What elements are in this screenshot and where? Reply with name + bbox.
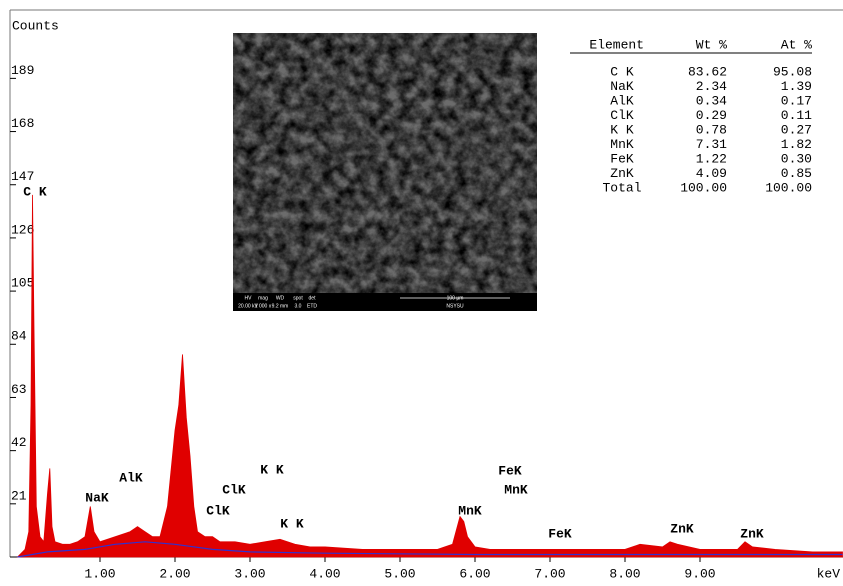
table-cell: 95.08 bbox=[773, 64, 812, 79]
x-tick-label: 5.00 bbox=[384, 566, 415, 581]
peak-label: FeK bbox=[548, 526, 572, 541]
table-cell: C K bbox=[610, 64, 634, 79]
y-tick-label: 147 bbox=[11, 169, 34, 184]
x-axis-label: keV bbox=[817, 566, 841, 581]
scale-label: 100 µm bbox=[447, 295, 464, 301]
table-cell: NaK bbox=[610, 79, 634, 94]
table-cell: 2.34 bbox=[696, 79, 727, 94]
x-tick-label: 3.00 bbox=[234, 566, 265, 581]
x-tick-label: 9.00 bbox=[684, 566, 715, 581]
y-tick-label: 21 bbox=[11, 488, 27, 503]
peak-label: ZnK bbox=[670, 521, 694, 536]
table-cell: MnK bbox=[610, 137, 634, 152]
info-label: WD bbox=[276, 295, 285, 301]
peak-label: ClK bbox=[222, 482, 246, 497]
peak-label: ZnK bbox=[740, 526, 764, 541]
table-cell: 100.00 bbox=[765, 180, 812, 195]
x-tick-label: 7.00 bbox=[534, 566, 565, 581]
table-cell: 0.34 bbox=[696, 93, 727, 108]
peak-label: MnK bbox=[504, 482, 528, 497]
org-label: NSYSU bbox=[446, 303, 464, 309]
table-cell: ClK bbox=[610, 108, 634, 123]
peak-label: C K bbox=[23, 184, 47, 199]
x-tick-label: 1.00 bbox=[84, 566, 115, 581]
y-tick-label: 126 bbox=[11, 222, 34, 237]
x-tick-label: 4.00 bbox=[309, 566, 340, 581]
peak-label: FeK bbox=[498, 463, 522, 478]
info-value: 1 000 x bbox=[255, 303, 272, 309]
table-cell: ZnK bbox=[610, 166, 634, 181]
table-cell: 0.30 bbox=[781, 151, 812, 166]
y-axis-label: Counts bbox=[12, 18, 59, 33]
image-texture bbox=[233, 33, 537, 311]
x-tick-label: 6.00 bbox=[459, 566, 490, 581]
y-tick-label: 189 bbox=[11, 63, 34, 78]
y-tick-label: 84 bbox=[11, 329, 27, 344]
info-label: det bbox=[309, 295, 317, 301]
y-tick-label: 63 bbox=[11, 382, 27, 397]
table-cell: 0.78 bbox=[696, 122, 727, 137]
x-tick-label: 8.00 bbox=[609, 566, 640, 581]
table-cell: 1.82 bbox=[781, 137, 812, 152]
table-cell: 83.62 bbox=[688, 64, 727, 79]
y-tick-label: 105 bbox=[11, 276, 34, 291]
table-cell: 1.22 bbox=[696, 151, 727, 166]
chart: Counts keV 100 µm NSYSU HV20.00 kVmag1 0… bbox=[0, 0, 843, 586]
table-cell: 7.31 bbox=[696, 137, 727, 152]
table-cell: K K bbox=[610, 122, 634, 137]
table-cell: FeK bbox=[610, 151, 634, 166]
info-label: mag bbox=[258, 295, 268, 301]
table-cell: Total bbox=[602, 180, 641, 195]
table-header: At % bbox=[781, 37, 812, 52]
peak-label: ClK bbox=[206, 503, 230, 518]
table-cell: 4.09 bbox=[696, 166, 727, 181]
table-cell: AlK bbox=[610, 93, 634, 108]
table-cell: 0.85 bbox=[781, 166, 812, 181]
y-tick-label: 168 bbox=[11, 116, 34, 131]
info-label: spot bbox=[293, 295, 303, 301]
table-cell: 0.29 bbox=[696, 108, 727, 123]
peak-label: AlK bbox=[119, 470, 143, 485]
table-cell: 0.17 bbox=[781, 93, 812, 108]
info-label: HV bbox=[245, 295, 253, 301]
info-value: ETD bbox=[307, 303, 317, 309]
peak-label: NaK bbox=[85, 490, 109, 505]
peak-label: K K bbox=[280, 516, 304, 531]
table-cell: 0.27 bbox=[781, 122, 812, 137]
info-value: 9.2 mm bbox=[272, 303, 289, 309]
table-header: Wt % bbox=[696, 37, 727, 52]
table-cell: 1.39 bbox=[781, 79, 812, 94]
peak-label: K K bbox=[260, 462, 284, 477]
table-cell: 100.00 bbox=[680, 180, 727, 195]
peak-label: MnK bbox=[458, 503, 482, 518]
y-tick-label: 42 bbox=[11, 435, 27, 450]
table-header: Element bbox=[589, 37, 644, 52]
table-cell: 0.11 bbox=[781, 108, 812, 123]
x-tick-label: 2.00 bbox=[159, 566, 190, 581]
info-value: 3.0 bbox=[295, 303, 302, 309]
